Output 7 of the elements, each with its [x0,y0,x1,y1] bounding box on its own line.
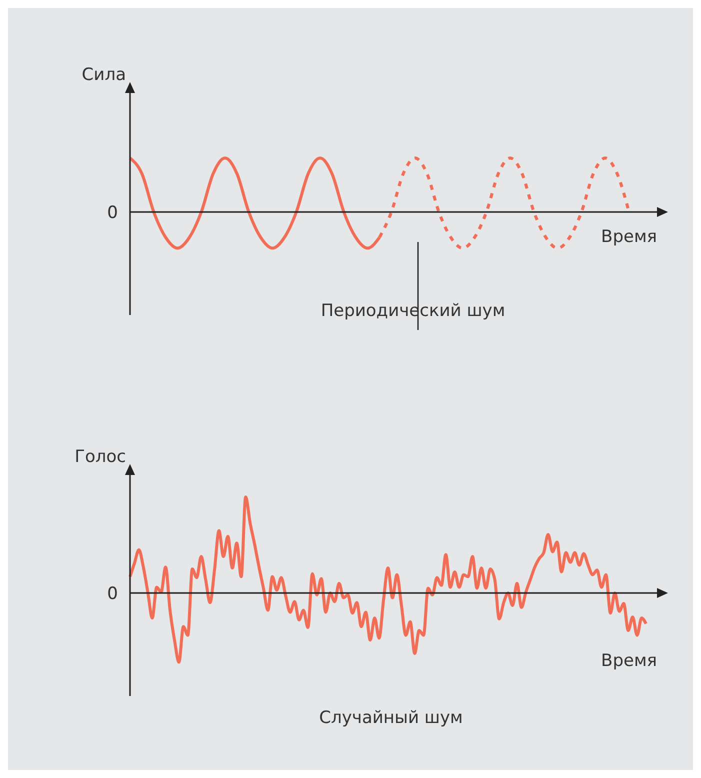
text: Случайный шум [319,708,463,728]
y-axis-title: Сила [82,65,126,85]
y-axis-title: Голос [74,447,126,467]
x-axis-title: Время [601,651,657,671]
text: 0 [107,202,118,223]
x-axis-title: Время [601,227,657,247]
text: 0 [107,584,118,604]
